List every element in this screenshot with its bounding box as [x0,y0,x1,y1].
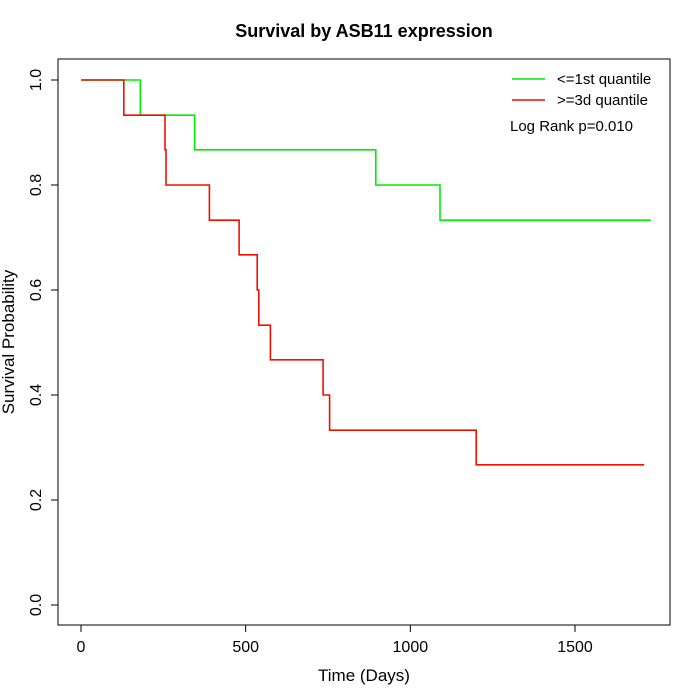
y-tick-label: 0.0 [28,594,45,616]
y-axis: 0.0 0.2 0.4 0.6 0.8 1.0 [28,69,59,616]
x-axis: 0 500 1000 1500 [77,624,593,656]
km-curve-high-expression [81,79,645,466]
y-tick-label: 1.0 [28,69,45,91]
x-tick-label: 500 [232,639,259,656]
y-tick-label: 0.8 [28,174,45,196]
x-tick-label: 0 [77,639,86,656]
y-tick-label: 0.6 [28,279,45,301]
plot-frame [57,58,671,626]
x-tick-label: 1500 [557,639,593,656]
legend: <=1st quantile >=3d quantile [512,71,651,109]
x-axis-label: Time (Days) [318,666,410,685]
x-tick-label: 1000 [393,639,429,656]
km-curve-low-expression [81,79,651,221]
y-tick-label: 0.4 [28,384,45,406]
chart-title: Survival by ASB11 expression [235,21,492,41]
legend-label-high: >=3d quantile [557,92,648,109]
y-tick-label: 0.2 [28,489,45,511]
log-rank-annotation: Log Rank p=0.010 [510,118,633,135]
series-layer [81,79,651,466]
legend-label-low: <=1st quantile [557,71,651,88]
y-axis-label: Survival Probability [0,269,18,414]
